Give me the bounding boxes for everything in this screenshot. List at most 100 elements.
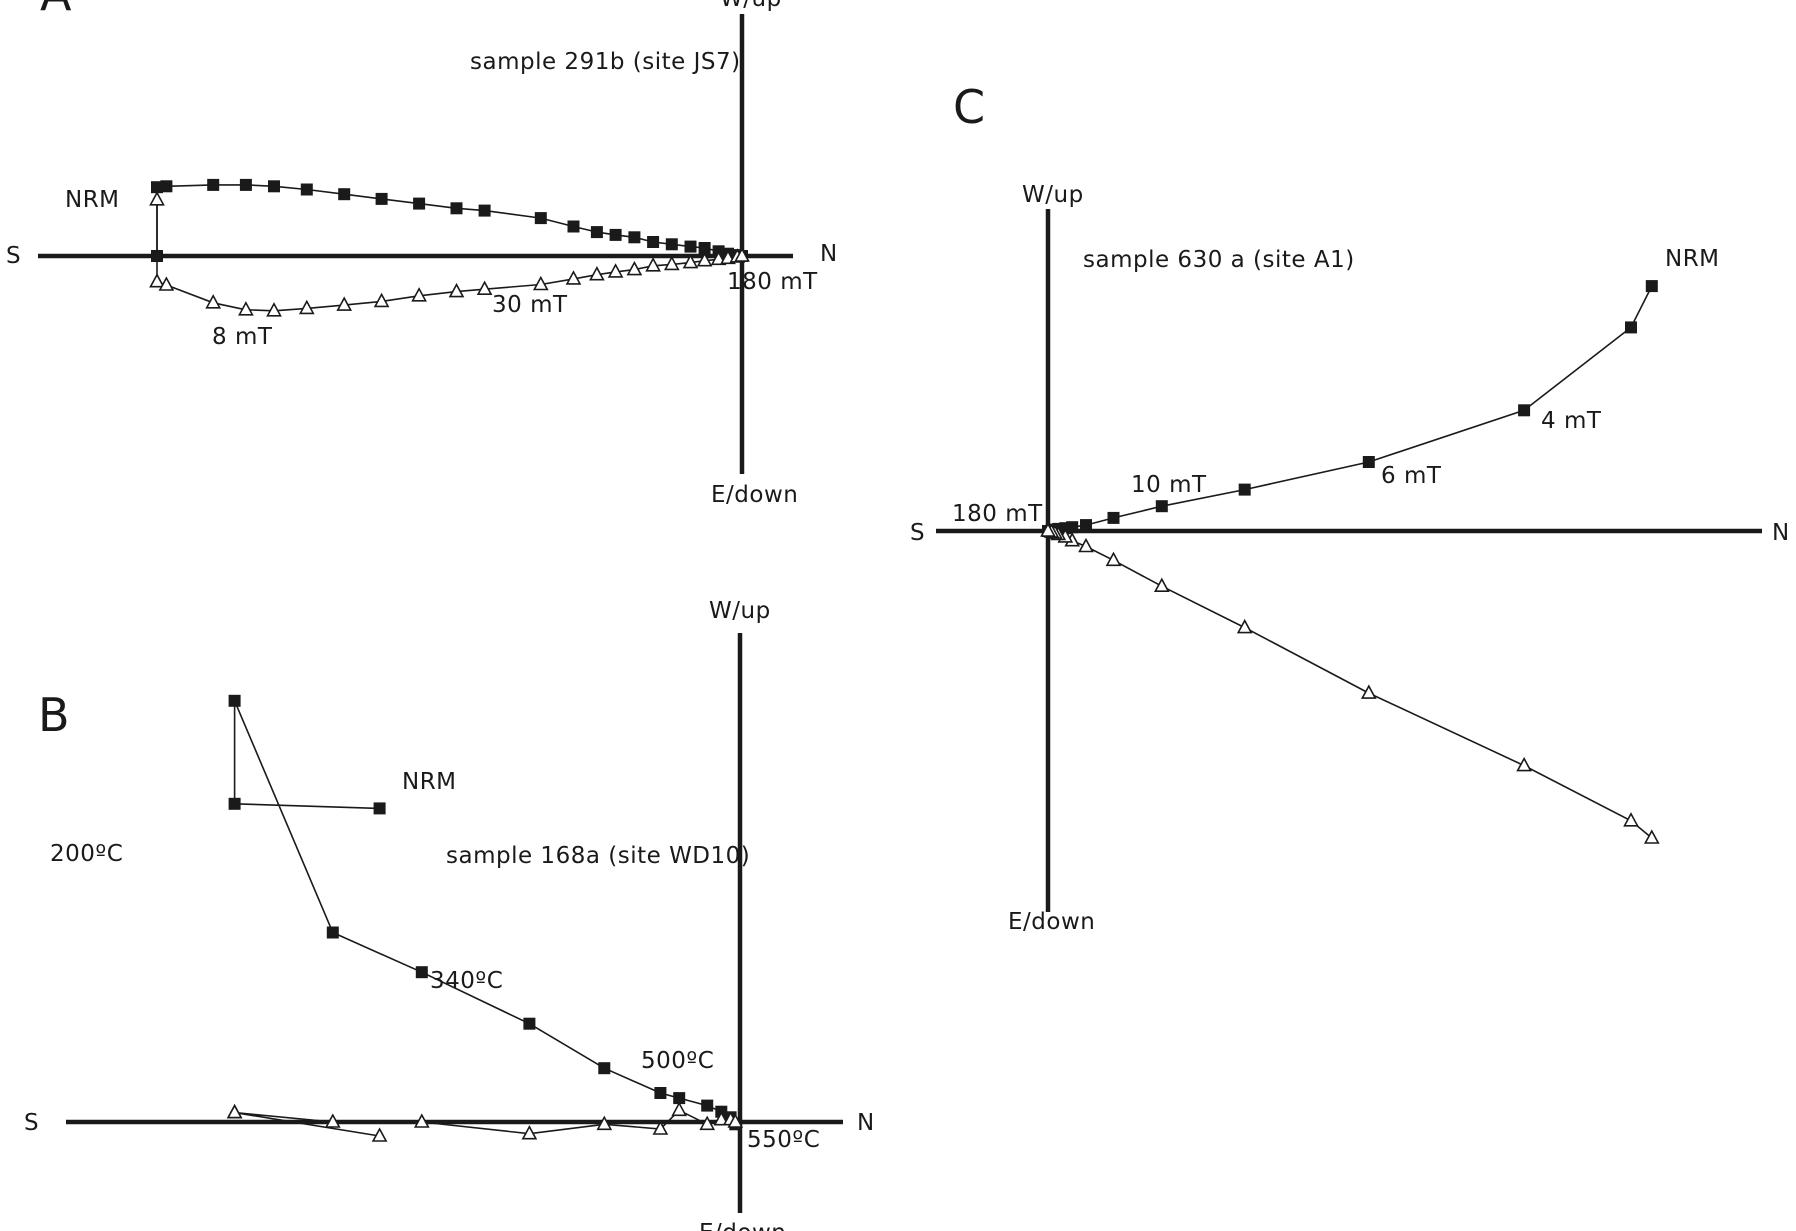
panel-c-step-label-10mt: 10 mT xyxy=(1131,472,1207,498)
panel-b-triangle-point-9 xyxy=(699,1115,716,1131)
panel-b-square-point-0 xyxy=(373,802,386,815)
panel-a-triangle-point-13 xyxy=(565,270,582,285)
panel-b-left-axis-label: S xyxy=(24,1110,39,1136)
panel-a-step-label-180mt: 180 mT xyxy=(727,269,818,295)
panel-a-square-point-17 xyxy=(647,236,660,248)
panel-b-triangle-point-6 xyxy=(596,1115,613,1131)
panel-a-triangle-point-20 xyxy=(696,252,713,267)
panel-c-step-label-4mt: 4 mT xyxy=(1541,408,1602,434)
panel-a-square-point-0 xyxy=(151,250,163,262)
panel-a-square-point-15 xyxy=(609,228,622,241)
panel-a-square-point-14 xyxy=(590,226,603,239)
panel-a-triangle-point-18 xyxy=(663,255,680,271)
panel-a-triangle-point-1 xyxy=(149,273,165,288)
panel-b-step-label-550c: 550ºC xyxy=(747,1127,820,1153)
panel-a-square-point-11 xyxy=(478,204,491,217)
panel-a-triangle-point-2 xyxy=(158,276,175,291)
panel-b-square-point-8 xyxy=(673,1092,686,1105)
panel-b-step-label-340c: 340ºC xyxy=(430,968,503,994)
panel-c-step-label-180mt: 180 mT xyxy=(952,501,1043,527)
panel-a-triangle-point-8 xyxy=(373,292,390,308)
panel-b-square-point-2 xyxy=(228,694,241,707)
panel-c-triangle-point-1 xyxy=(1623,812,1639,827)
panel-c-triangle-point-13 xyxy=(1040,522,1056,537)
panel-c-triangle-point-4 xyxy=(1236,618,1253,634)
panel-a-triangle-point-24 xyxy=(734,247,750,262)
panel-a-square-point-6 xyxy=(300,183,313,196)
panel-c-triangle-point-0 xyxy=(1643,829,1660,844)
panel-a-left-axis-label: S xyxy=(6,243,21,269)
panel-b-triangle-point-8 xyxy=(671,1101,688,1117)
panel-c-vertical-projection-line xyxy=(1047,530,1653,839)
panel-a-triangle-point-11 xyxy=(476,280,493,296)
panel-c-triangle-point-6 xyxy=(1105,551,1122,567)
panel-a-square-point-4 xyxy=(239,178,252,191)
panel-a-triangle-point-3 xyxy=(205,294,222,309)
panel-a-letter: A xyxy=(40,0,72,21)
panel-c-square-point-6 xyxy=(1107,511,1120,524)
panel-c-sample-label: sample 630 a (site A1) xyxy=(1083,247,1355,273)
panel-a-right-axis-label: N xyxy=(820,241,838,267)
panel-b-letter: B xyxy=(38,688,70,742)
panel-b-triangle-point-0 xyxy=(371,1127,388,1142)
panel-a-square-point-12 xyxy=(534,212,547,225)
panel-a-square-point-5 xyxy=(268,180,280,193)
panel-b-square-point-5 xyxy=(523,1017,536,1030)
panel-c-bottom-axis-label: E/down xyxy=(1008,909,1095,935)
panel-a-bottom-axis-label: E/down xyxy=(711,482,798,508)
panel-a-triangle-point-0 xyxy=(149,191,165,206)
panel-b-triangle-point-7 xyxy=(652,1120,669,1135)
panel-c: C S N W/up E/down sample 630 a (site A1)… xyxy=(910,80,1790,935)
panel-b-sample-label: sample 168a (site WD10) xyxy=(446,843,750,869)
panel-b-right-axis-label: N xyxy=(857,1110,875,1136)
panel-a-square-point-2 xyxy=(160,180,173,193)
panel-c-letter: C xyxy=(953,80,985,134)
panel-b-triangle-point-10 xyxy=(713,1111,730,1126)
panel-a-step-label-nrm: NRM xyxy=(65,187,120,213)
panel-b-triangle-point-5 xyxy=(521,1125,538,1140)
panel-a-top-axis-label: W/up xyxy=(720,0,782,12)
panel-a-square-point-16 xyxy=(628,231,641,244)
panel-b-square-point-9 xyxy=(701,1099,714,1112)
panel-c-square-point-5 xyxy=(1155,500,1168,513)
panel-a-triangle-point-6 xyxy=(298,299,315,315)
panel-c-triangle-point-7 xyxy=(1078,537,1094,553)
panel-c-square-point-2 xyxy=(1518,404,1531,417)
panel-a-square-point-13 xyxy=(567,220,580,233)
panel-c-right-axis-label: N xyxy=(1772,520,1790,546)
panel-a: A S N W/up E/down sample 291b (site JS7)… xyxy=(6,0,838,508)
panel-b-square-point-6 xyxy=(598,1062,611,1075)
panel-b-step-label-500c: 500ºC xyxy=(641,1048,714,1074)
panel-a-triangle-point-15 xyxy=(607,263,624,278)
panel-a-square-point-18 xyxy=(665,238,678,251)
panel-b-triangle-point-4 xyxy=(413,1113,430,1128)
panel-c-square-point-3 xyxy=(1362,456,1375,468)
panel-a-triangle-point-12 xyxy=(532,275,549,291)
panel-a-triangle-point-14 xyxy=(589,266,605,281)
panel-c-triangle-point-2 xyxy=(1516,756,1532,772)
panel-c-top-axis-label: W/up xyxy=(1022,182,1084,208)
panel-c-step-label-nrm: NRM xyxy=(1665,246,1720,272)
panel-a-triangle-point-17 xyxy=(645,257,661,272)
panel-c-square-point-0 xyxy=(1645,280,1658,293)
panel-a-step-label-30mt: 30 mT xyxy=(492,292,568,318)
panel-a-square-point-3 xyxy=(207,178,220,191)
panel-b-square-point-1 xyxy=(228,797,241,810)
panel-b-step-label-200c: 200ºC xyxy=(50,841,123,867)
panel-b-square-point-7 xyxy=(654,1087,667,1099)
panel-b-triangle-point-12 xyxy=(727,1113,744,1128)
panel-c-left-axis-label: S xyxy=(910,520,925,546)
panel-a-square-point-9 xyxy=(413,197,426,210)
panel-b-triangle-point-2 xyxy=(226,1103,243,1119)
panel-b: B S N W/up E/down sample 168a (site WD10… xyxy=(24,598,875,1231)
panel-a-triangle-point-9 xyxy=(411,287,427,302)
panel-c-triangle-point-3 xyxy=(1360,684,1377,699)
panel-b-step-label-nrm: NRM xyxy=(402,769,457,795)
panel-b-triangle-point-3 xyxy=(324,1113,341,1128)
panel-a-square-point-19 xyxy=(684,240,697,253)
panel-b-square-point-3 xyxy=(326,926,339,939)
panel-c-step-label-6mt: 6 mT xyxy=(1381,463,1442,489)
panel-a-triangle-point-7 xyxy=(336,296,353,311)
panel-a-square-point-7 xyxy=(338,188,351,201)
